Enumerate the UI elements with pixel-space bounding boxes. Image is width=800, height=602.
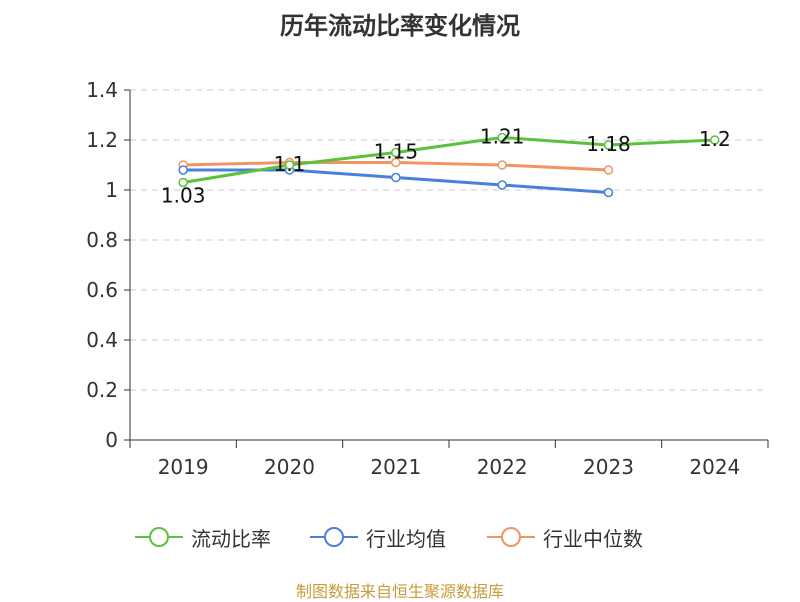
x-tick-label: 2021 — [370, 455, 421, 479]
legend-marker-circle — [324, 527, 344, 547]
source-note: 制图数据来自恒生聚源数据库 — [295, 582, 504, 601]
legend-item[interactable]: 行业均值 — [310, 522, 446, 552]
y-tick-label: 0.4 — [86, 328, 118, 352]
legend-marker-icon — [310, 527, 358, 547]
y-tick-label: 1.4 — [86, 78, 118, 102]
data-label: 1.21 — [480, 125, 525, 149]
legend-marker-icon — [487, 527, 535, 547]
data-point — [178, 177, 188, 188]
y-tick-label: 0.6 — [86, 278, 118, 302]
legend-marker-circle — [501, 527, 521, 547]
legend-marker-circle — [149, 527, 169, 547]
data-point — [391, 157, 401, 168]
data-labels: 1.03 1.1 1.15 1.21 1.18 1.2 — [161, 125, 731, 208]
grid-lines — [130, 89, 768, 391]
x-tick-label: 2024 — [689, 455, 740, 479]
legend-label: 流动比率 — [191, 526, 271, 551]
legend-label: 行业均值 — [366, 526, 446, 551]
data-label: 1.2 — [699, 127, 731, 151]
series-line — [182, 136, 715, 184]
data-point — [497, 180, 507, 190]
data-point — [284, 160, 295, 170]
x-tick-label: 2022 — [477, 455, 528, 479]
data-point — [710, 135, 720, 145]
data-point — [497, 160, 507, 170]
data-point — [603, 165, 614, 175]
legend-item[interactable]: 流动比率 — [135, 522, 271, 552]
series-group — [178, 132, 720, 198]
data-label: 1.03 — [161, 184, 206, 208]
data-point — [603, 187, 614, 198]
x-tick-label: 2023 — [583, 455, 634, 479]
x-tick-label: 2020 — [264, 455, 315, 479]
data-point — [178, 165, 188, 175]
y-tick-label: 0.2 — [86, 378, 118, 402]
y-tick-label: 0.8 — [86, 228, 118, 252]
y-tick-label: 1.2 — [86, 128, 118, 152]
data-label: 1.15 — [374, 140, 419, 164]
data-point — [391, 172, 401, 183]
chart-title: 历年流动比率变化情况 — [280, 12, 520, 40]
x-tick-label: 2019 — [158, 455, 209, 479]
legend-marker-icon — [135, 527, 183, 547]
axes: 0 0.2 0.4 0.6 0.8 1 1.2 1.4 2019 2020 2021 2022 2023… — [86, 78, 769, 479]
data-point — [603, 140, 614, 150]
data-point — [497, 132, 507, 143]
data-label: 1.18 — [586, 132, 631, 156]
data-label: 1.1 — [274, 152, 306, 176]
data-point — [391, 147, 401, 158]
y-tick-label: 1 — [105, 178, 118, 202]
legend-label: 行业中位数 — [543, 526, 643, 551]
legend-item[interactable]: 行业中位数 — [487, 522, 643, 552]
y-tick-label: 0 — [105, 428, 118, 452]
